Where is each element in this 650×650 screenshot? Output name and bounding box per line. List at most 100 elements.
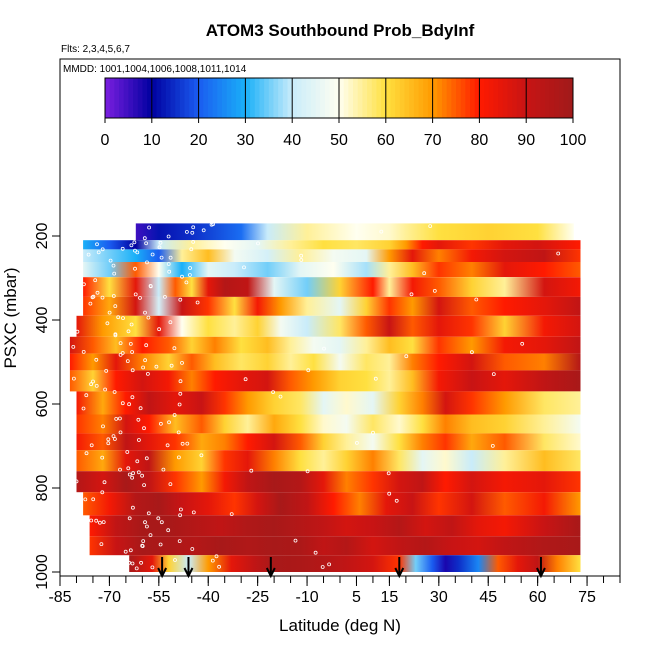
colorbar-swatch bbox=[526, 78, 532, 118]
colorbar-swatch bbox=[381, 78, 387, 118]
x-tick-label: 75 bbox=[578, 589, 596, 606]
sample-marker bbox=[177, 402, 182, 407]
sample-marker bbox=[81, 406, 86, 411]
colorbar-swatch bbox=[521, 78, 527, 118]
sample-marker bbox=[201, 228, 206, 233]
colorbar-tick-label: 30 bbox=[237, 132, 255, 149]
colorbar-swatch bbox=[306, 78, 312, 118]
colorbar-swatch bbox=[324, 78, 331, 118]
colorbar-swatch bbox=[395, 78, 401, 118]
x-tick-label: -25 bbox=[246, 589, 269, 606]
sample-marker bbox=[114, 416, 119, 421]
sample-marker bbox=[373, 376, 378, 381]
colorbar-tick-label: 70 bbox=[424, 132, 442, 149]
sample-marker bbox=[133, 248, 137, 253]
sample-marker bbox=[256, 241, 260, 246]
sample-marker bbox=[81, 349, 86, 354]
sample-marker bbox=[72, 376, 76, 381]
sample-marker bbox=[106, 441, 111, 446]
colorbar-swatch bbox=[179, 78, 186, 118]
sample-marker bbox=[173, 558, 177, 562]
y-tick-label: 800 bbox=[34, 475, 51, 502]
sample-marker bbox=[141, 539, 146, 543]
sample-marker bbox=[320, 565, 325, 569]
sample-marker bbox=[150, 252, 155, 257]
sample-marker bbox=[172, 346, 177, 351]
heatmap-row-band bbox=[83, 296, 581, 316]
sample-marker bbox=[90, 295, 95, 300]
sample-marker bbox=[168, 255, 173, 260]
sample-marker bbox=[118, 430, 123, 435]
colorbar-swatch bbox=[296, 78, 303, 118]
sample-marker bbox=[313, 550, 318, 555]
sample-marker bbox=[100, 455, 105, 460]
sample-marker bbox=[101, 424, 105, 429]
sample-marker bbox=[138, 295, 142, 300]
sample-marker bbox=[120, 401, 125, 406]
sample-marker bbox=[145, 371, 150, 376]
sample-marker bbox=[135, 459, 140, 464]
x-tick-label: -55 bbox=[147, 589, 170, 606]
sample-marker bbox=[89, 382, 93, 387]
sample-marker bbox=[84, 393, 89, 398]
sample-marker bbox=[142, 483, 147, 488]
colorbar-swatch bbox=[273, 78, 279, 118]
sample-marker bbox=[118, 341, 123, 346]
sample-marker bbox=[190, 547, 195, 551]
colorbar-tick-label: 20 bbox=[190, 132, 208, 149]
y-axis: 200 400 600 800 1000 bbox=[34, 223, 61, 590]
sample-marker bbox=[520, 341, 525, 346]
sample-marker bbox=[176, 455, 181, 460]
sample-marker bbox=[178, 379, 183, 384]
sample-marker bbox=[169, 363, 174, 368]
sample-marker bbox=[167, 420, 171, 425]
colorbar-swatch bbox=[310, 78, 317, 118]
sample-marker bbox=[147, 225, 152, 230]
sample-marker bbox=[371, 430, 375, 435]
sample-marker bbox=[126, 329, 131, 334]
colorbar-swatch bbox=[446, 78, 452, 118]
sample-marker bbox=[127, 560, 132, 565]
x-tick-label: -40 bbox=[197, 589, 220, 606]
sample-marker bbox=[176, 430, 181, 435]
colorbar-swatch bbox=[540, 78, 546, 118]
colorbar-swatch bbox=[549, 78, 555, 118]
colorbar-swatch bbox=[203, 78, 209, 118]
sample-marker bbox=[120, 246, 125, 251]
sample-marker bbox=[131, 471, 136, 476]
heatmap-row-band bbox=[76, 471, 581, 493]
sample-marker bbox=[133, 292, 138, 297]
colorbar-swatch bbox=[320, 78, 326, 118]
sample-marker bbox=[136, 470, 141, 475]
sample-marker bbox=[354, 440, 359, 445]
colorbar-swatch bbox=[170, 78, 176, 118]
sample-marker bbox=[89, 443, 94, 448]
sample-marker bbox=[165, 443, 170, 448]
sample-marker bbox=[111, 263, 116, 268]
colorbar-swatch bbox=[165, 78, 172, 118]
colorbar-swatch bbox=[334, 78, 340, 118]
colorbar: 0 10 20 30 40 50 60 70 80 90 100 bbox=[101, 77, 586, 149]
colorbar-swatch bbox=[198, 78, 204, 118]
sample-marker bbox=[105, 321, 110, 326]
colorbar-swatch bbox=[357, 78, 363, 118]
colorbar-swatch bbox=[456, 78, 462, 118]
sample-marker bbox=[125, 359, 130, 364]
sample-marker bbox=[469, 350, 474, 355]
sample-marker bbox=[150, 565, 155, 570]
sample-marker bbox=[148, 284, 153, 289]
sample-marker bbox=[140, 543, 145, 548]
sample-marker bbox=[184, 280, 189, 285]
sample-marker bbox=[71, 344, 76, 349]
x-tick-label: -70 bbox=[98, 589, 121, 606]
sample-marker bbox=[88, 301, 93, 306]
colorbar-swatch bbox=[142, 78, 148, 118]
sample-marker bbox=[113, 332, 118, 337]
colorbar-swatch bbox=[105, 78, 111, 118]
colorbar-swatch bbox=[212, 78, 218, 118]
sample-marker bbox=[306, 368, 311, 373]
heatmap-rows bbox=[69, 223, 581, 572]
sample-marker bbox=[130, 475, 135, 480]
sample-marker bbox=[474, 297, 479, 302]
colorbar-swatch bbox=[362, 78, 368, 118]
